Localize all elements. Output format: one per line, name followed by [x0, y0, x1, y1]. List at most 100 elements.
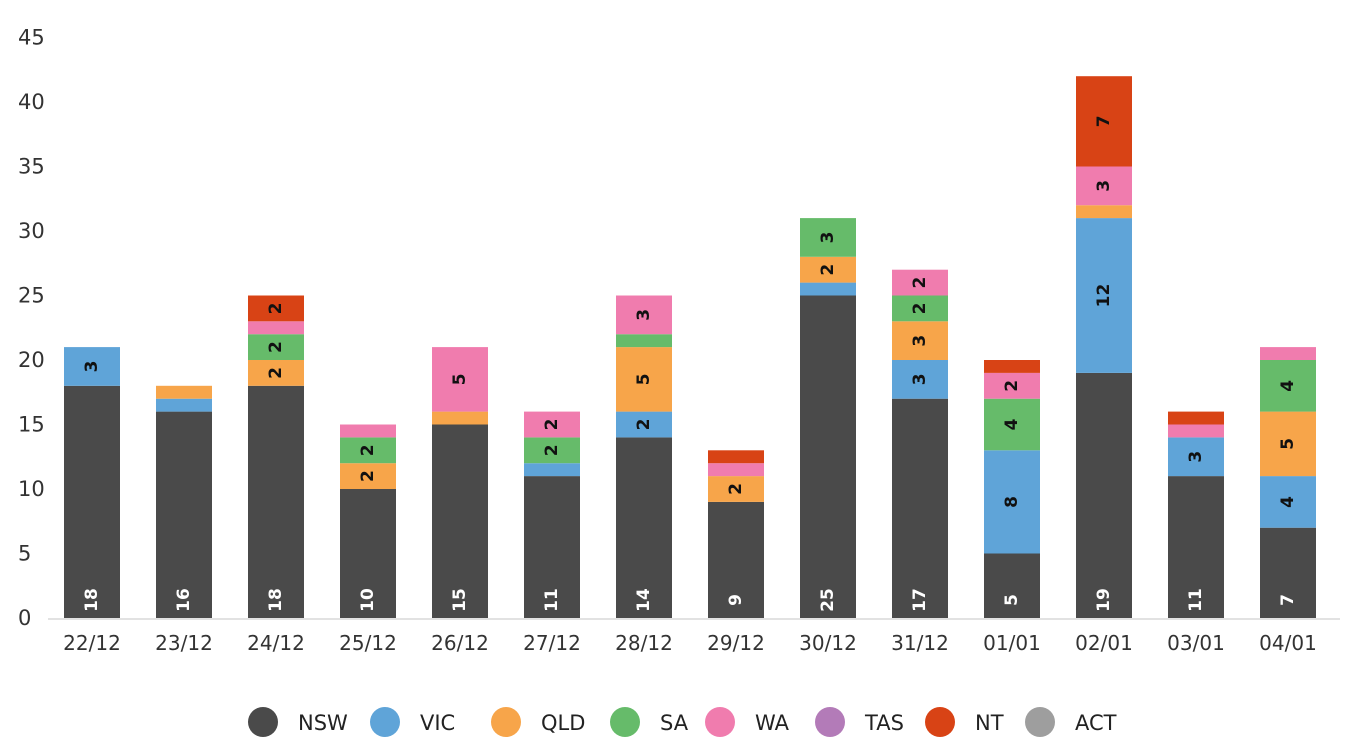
data-label: 4: [1002, 418, 1022, 430]
legend-swatch: [815, 707, 845, 737]
bar-segment-nsw: [248, 385, 304, 618]
y-tick-label: 15: [18, 413, 45, 437]
bar-segment-qld: [708, 476, 764, 502]
y-tick-label: 40: [18, 90, 45, 114]
bar-segment-vic: [1168, 437, 1224, 477]
bar-segment-nt: [708, 450, 764, 464]
bar-segment-nsw: [156, 411, 212, 618]
y-axis: 0 5 10 15 20 25 30 35 40 45: [18, 26, 45, 631]
data-label: 3: [82, 361, 102, 373]
bar-segment-nsw: [616, 437, 672, 618]
bar-segment-nsw: [1076, 372, 1132, 618]
bar-segment-vic: [984, 450, 1040, 554]
bar-segment-nsw: [340, 489, 396, 618]
x-tick-label: 27/12: [523, 631, 581, 655]
bar-segment-qld: [340, 463, 396, 489]
bar-segment-wa: [248, 321, 304, 335]
data-label: 10: [358, 588, 378, 612]
y-tick-label: 20: [18, 348, 45, 372]
data-label: 8: [1002, 496, 1022, 508]
data-label: 3: [910, 335, 930, 347]
legend-label: SA: [660, 711, 689, 735]
bar-segment-qld: [616, 347, 672, 412]
bar-segment-vic: [616, 411, 672, 438]
data-label: 2: [634, 419, 654, 431]
data-label: 5: [1278, 438, 1298, 450]
bar-segment-sa: [340, 437, 396, 464]
legend-item-qld: QLD: [491, 707, 585, 737]
legend-label: TAS: [864, 711, 904, 735]
data-label: 11: [542, 588, 562, 612]
bar-segment-wa: [432, 347, 488, 412]
data-label: 7: [1278, 594, 1298, 606]
data-label: 11: [1186, 588, 1206, 612]
bar-segment-nsw: [984, 553, 1040, 618]
legend-item-nsw: NSW: [248, 707, 348, 737]
legend-item-wa: WA: [705, 707, 790, 737]
bar-segment-qld: [1076, 205, 1132, 219]
bar-segment-qld: [248, 360, 304, 386]
data-label: 16: [174, 588, 194, 612]
data-label: 3: [910, 373, 930, 385]
data-label: 18: [266, 588, 286, 612]
x-tick-label: 29/12: [707, 631, 765, 655]
bar-segment-wa: [892, 269, 948, 296]
y-tick-label: 30: [18, 219, 45, 243]
legend-swatch: [370, 707, 400, 737]
x-tick-label: 01/01: [983, 631, 1041, 655]
data-label: 18: [82, 588, 102, 612]
bar-segment-sa: [524, 437, 580, 464]
bar-segment-nsw: [708, 501, 764, 618]
bar-stack: 11 3: [1168, 411, 1224, 618]
bar-segment-qld: [156, 385, 212, 399]
legend: NSW VIC QLD SA WA TAS NT ACT: [248, 707, 1117, 737]
data-label: 7: [1094, 115, 1114, 127]
legend-swatch: [1025, 707, 1055, 737]
bar-segment-qld: [892, 321, 948, 360]
legend-item-tas: TAS: [815, 707, 904, 737]
bar-segment-wa: [340, 424, 396, 438]
x-tick-label: 03/01: [1167, 631, 1225, 655]
bar-stack: 92: [708, 450, 764, 618]
bar-stack: 14 2 5 3: [616, 295, 672, 618]
bar-segment-nsw: [64, 385, 120, 618]
bar-segment-sa: [616, 334, 672, 348]
data-label: 2: [910, 302, 930, 314]
data-label: 2: [542, 444, 562, 456]
legend-label: WA: [755, 711, 790, 735]
data-label: 3: [1186, 451, 1206, 463]
legend-swatch: [705, 707, 735, 737]
data-label: 2: [910, 277, 930, 289]
bar-segment-sa: [984, 398, 1040, 451]
data-label: 4: [1278, 380, 1298, 392]
bar-stack: 25 2 3: [800, 218, 856, 618]
data-label: 12: [1094, 284, 1114, 308]
data-label: 2: [358, 470, 378, 482]
bar-segment-nsw: [1168, 476, 1224, 618]
bar-stack: 11 2 2: [524, 411, 580, 618]
bar-segment-vic: [892, 360, 948, 399]
bar-segment-qld: [432, 411, 488, 425]
legend-label: NSW: [298, 711, 348, 735]
bar-segment-nt: [984, 360, 1040, 373]
data-label: 17: [910, 588, 930, 612]
bar-stack: 7 4 5 4: [1260, 347, 1316, 618]
bar-stack: 18 3: [64, 347, 120, 618]
y-tick-label: 10: [18, 477, 45, 501]
bar-stack: 5 8 4 2: [984, 360, 1040, 618]
legend-swatch: [248, 707, 278, 737]
bar-segment-sa: [248, 334, 304, 360]
legend-item-act: ACT: [1025, 707, 1117, 737]
x-tick-label: 26/12: [431, 631, 489, 655]
data-label: 4: [1278, 496, 1298, 508]
data-label: 9: [726, 594, 746, 606]
x-tick-label: 28/12: [615, 631, 673, 655]
data-label: 25: [818, 588, 838, 612]
bar-segment-sa: [1260, 360, 1316, 412]
data-label: 2: [266, 341, 286, 353]
bar-segment-wa: [616, 295, 672, 335]
bar-segment-wa: [524, 411, 580, 438]
bar-segment-vic: [800, 282, 856, 296]
data-label: 3: [634, 309, 654, 321]
